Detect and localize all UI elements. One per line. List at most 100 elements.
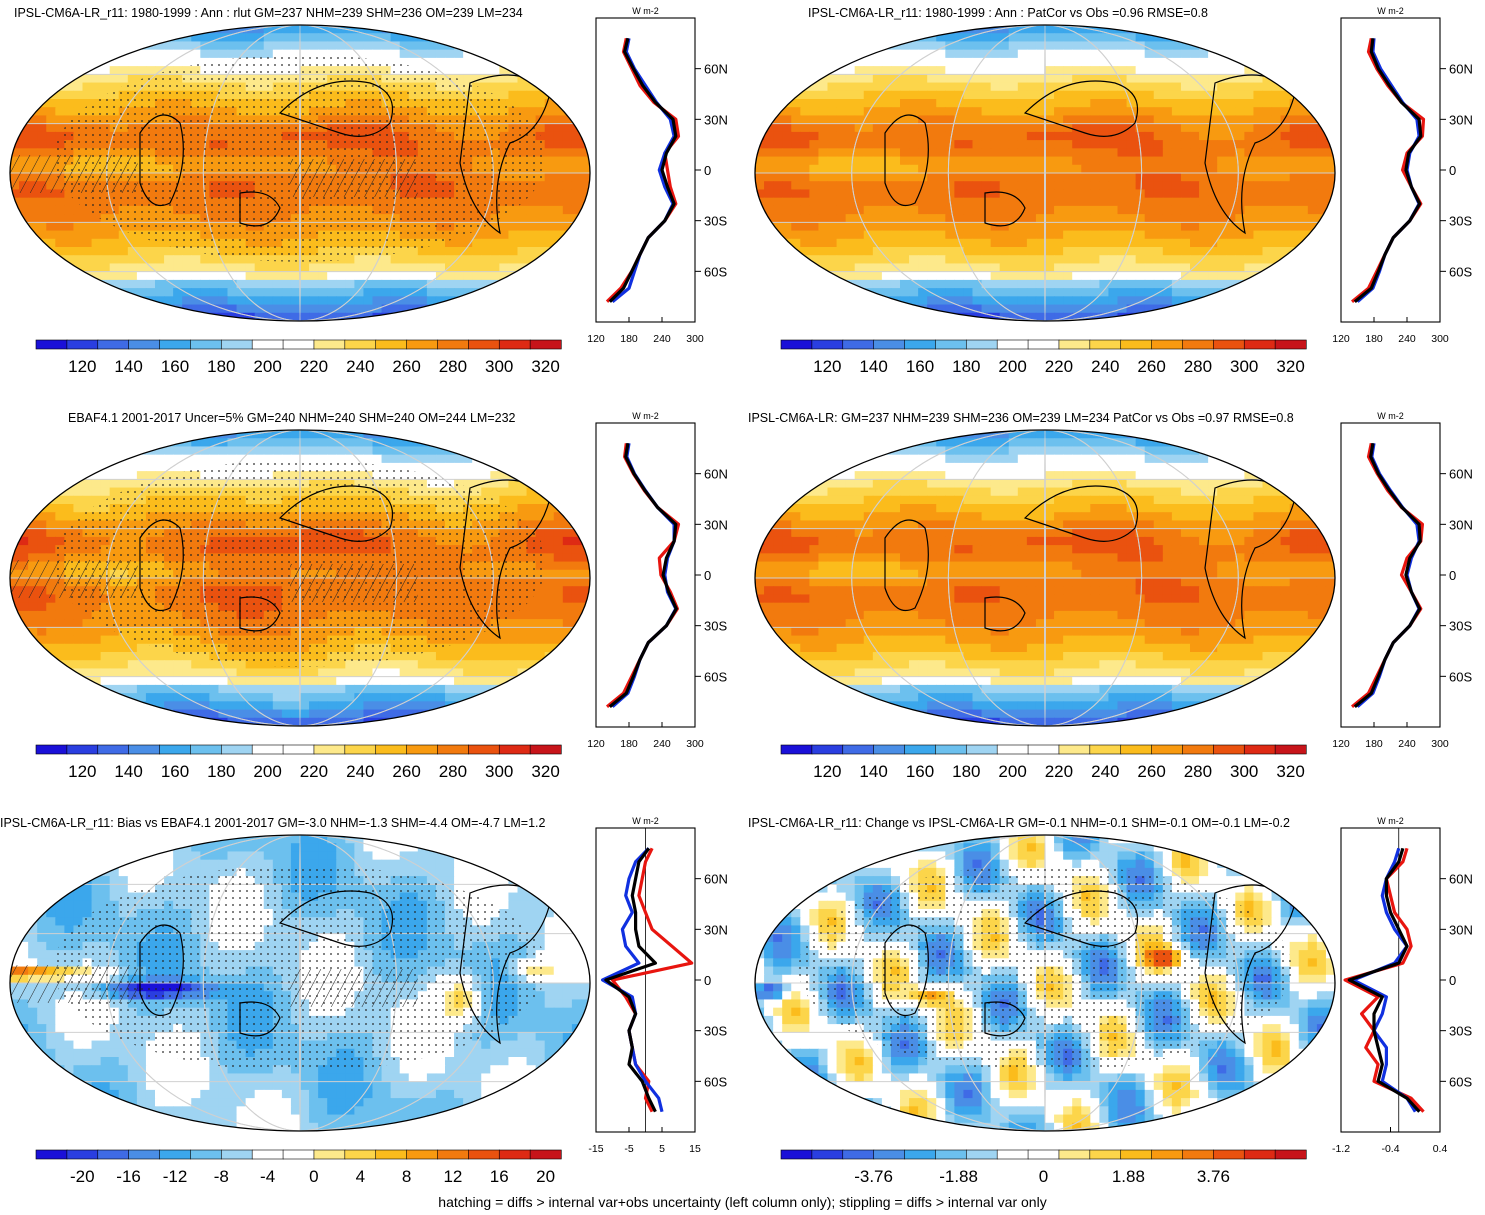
colorbar-swatch: [529, 744, 562, 755]
colorbar-swatch: [344, 339, 377, 350]
profile-line-model: [1356, 38, 1421, 303]
colorbar-swatch: [35, 744, 68, 755]
profile-line-obs: [605, 37, 681, 303]
profile-y-tick-label: 60N: [704, 62, 728, 77]
profile-x-tick-label: 15: [689, 1143, 701, 1155]
colorbar-tick-label: 200: [998, 762, 1026, 781]
profile-y-tick-label: 60S: [704, 669, 727, 684]
map-border: [754, 24, 1336, 322]
colorbar-swatch: [220, 1149, 253, 1160]
colorbar-tick-label: 240: [346, 762, 374, 781]
panel-title: IPSL-CM6A-LR_r11: 1980-1999 : Ann : rlut…: [14, 6, 523, 20]
map-border: [754, 429, 1336, 727]
profile-line-combined: [1347, 847, 1421, 1113]
chart-panel-p4: 120 140 160 180 200 220 240 260 280 300 320 60N 30N 0…: [754, 411, 1473, 781]
panel-title: EBAF4.1 2001-2017 Uncer=5% GM=240 NHM=24…: [68, 411, 516, 425]
profile-unit-label: W m-2: [632, 411, 659, 421]
stippling: [53, 54, 547, 262]
colorbar: 120 140 160 180 200 220 240 260 280 300 320: [35, 339, 562, 376]
colorbar-tick-label: 180: [952, 357, 980, 376]
profile-x-tick-label: -0.4: [1381, 1143, 1399, 1155]
profile-y-tick-label: 60S: [1449, 1074, 1472, 1089]
colorbar-swatch: [811, 744, 844, 755]
profile-y-tick-label: 30N: [1449, 112, 1473, 127]
longitude-gridline: [851, 25, 1239, 321]
colorbar-swatch: [1120, 744, 1153, 755]
coastline: [139, 924, 184, 1017]
coastline: [984, 1001, 1026, 1037]
profile-y-tick-label: 60S: [1449, 669, 1472, 684]
zonal-profile: 60N 30N 0 30S 60S 120 180 240 300 W m-2: [1332, 411, 1473, 750]
coastline: [239, 596, 281, 632]
profile-y-tick-label: 30N: [704, 922, 728, 937]
chart-panel-p1: 120 140 160 180 200 220 240 260 280 300 320 60N 30N 0…: [9, 6, 728, 376]
map-border: [9, 834, 591, 1132]
coastline: [278, 485, 394, 542]
colorbar-swatch: [437, 744, 469, 755]
colorbar-tick-label: 180: [952, 762, 980, 781]
colorbar-swatch: [344, 1149, 377, 1160]
coastline: [139, 519, 184, 612]
colorbar-swatch: [1027, 339, 1060, 350]
colorbar-swatch: [190, 339, 222, 350]
profile-x-tick-label: 180: [1365, 738, 1383, 750]
colorbar: 120 140 160 180 200 220 240 260 280 300 320: [780, 744, 1307, 781]
profile-y-tick-label: 0: [704, 163, 711, 178]
coastline: [984, 191, 1026, 227]
profile-x-tick-label: 180: [1365, 333, 1383, 345]
colorbar-tick-label: 320: [1276, 762, 1304, 781]
profile-unit-label: W m-2: [632, 816, 659, 826]
colorbar-tick-label: 3.76: [1197, 1167, 1230, 1186]
colorbar: -20 -16 -12 -8 -4 0 4 8 12 16 20: [35, 1149, 562, 1186]
colorbar-tick-label: 220: [1045, 762, 1073, 781]
colorbar-swatch: [1058, 339, 1091, 350]
colorbar-swatch: [935, 744, 967, 755]
profile-y-tick-label: 30S: [704, 1024, 727, 1039]
colorbar-tick-label: 200: [253, 357, 281, 376]
colorbar-tick-label: 260: [1137, 762, 1165, 781]
chart-panel-p2: 120 140 160 180 200 220 240 260 280 300 320 60N 30N 0…: [754, 6, 1473, 376]
profile-y-tick-label: 60S: [704, 264, 727, 279]
colorbar-tick-label: 280: [1184, 762, 1212, 781]
colorbar-swatch: [780, 744, 813, 755]
profile-frame: [595, 422, 696, 728]
profile-x-tick-label: 180: [620, 333, 638, 345]
figure-footnote: hatching = diffs > internal var+obs unce…: [438, 1194, 1047, 1210]
colorbar-swatch: [313, 339, 346, 350]
profile-line-combined: [1353, 443, 1422, 708]
profile-line-combined: [608, 37, 678, 303]
profile-y-tick-label: 0: [704, 568, 711, 583]
longitude-gridline: [947, 430, 1143, 726]
profile-x-tick-label: 120: [587, 738, 605, 750]
profile-x-tick-label: -5: [624, 1143, 633, 1155]
zonal-profile: 60N 30N 0 30S 60S 120 180 240 300 W m-2: [1332, 6, 1473, 345]
colorbar-tick-label: 260: [392, 357, 420, 376]
colorbar-swatch: [1274, 339, 1307, 350]
colorbar-swatch: [1182, 1149, 1214, 1160]
map-field: [10, 25, 590, 321]
profile-y-tick-label: 60N: [704, 467, 728, 482]
coastline: [1023, 80, 1139, 137]
profile-x-tick-label: 5: [659, 1143, 665, 1155]
colorbar-tick-label: 320: [1276, 357, 1304, 376]
colorbar-tick-label: 160: [161, 357, 189, 376]
profile-frame: [1340, 422, 1441, 728]
hatching: [10, 965, 138, 1003]
profile-x-tick-label: 120: [587, 333, 605, 345]
colorbar-swatch: [437, 1149, 469, 1160]
colorbar-swatch: [468, 339, 500, 350]
colorbar-tick-label: 200: [998, 357, 1026, 376]
map-border: [9, 24, 591, 322]
colorbar-swatch: [159, 744, 192, 755]
panel-title: IPSL-CM6A-LR_r11: 1980-1999 : Ann : PatC…: [808, 6, 1208, 20]
colorbar-swatch: [1243, 1149, 1276, 1160]
profile-x-tick-label: 300: [1431, 738, 1449, 750]
colorbar-swatch: [935, 1149, 967, 1160]
colorbar-tick-label: 0: [309, 1167, 318, 1186]
colorbar-swatch: [1213, 744, 1245, 755]
profile-x-tick-label: 300: [1431, 333, 1449, 345]
colorbar-tick-label: 240: [346, 357, 374, 376]
colorbar-tick-label: -20: [70, 1167, 95, 1186]
colorbar-tick-label: 240: [1091, 357, 1119, 376]
profile-x-tick-label: 300: [686, 333, 704, 345]
